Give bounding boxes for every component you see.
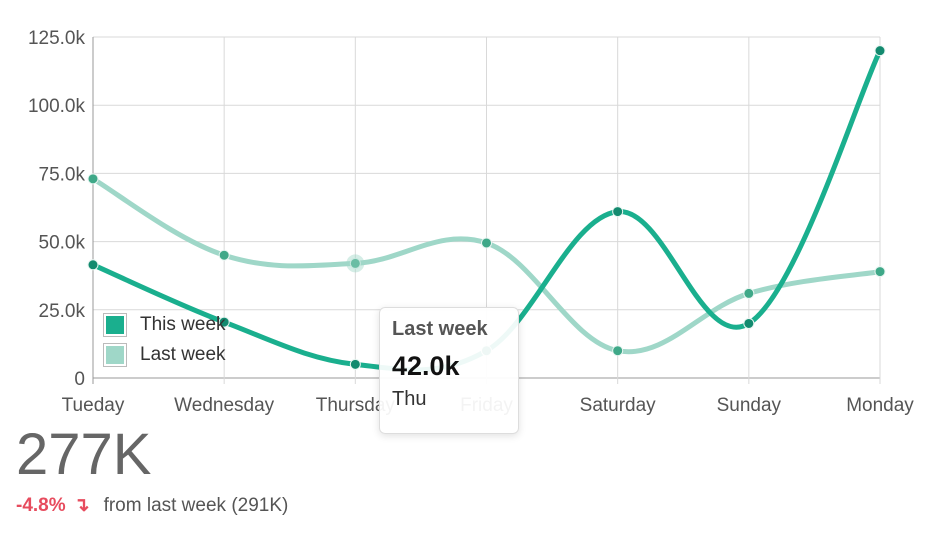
data-point [612, 206, 624, 218]
legend: This week Last week [103, 310, 226, 370]
data-point [218, 316, 230, 328]
y-tick-label: 100.0k [28, 96, 86, 117]
data-point [481, 237, 492, 249]
x-tick-label: Monday [846, 395, 914, 416]
data-point [743, 317, 755, 329]
series-line-this-week [90, 48, 883, 373]
x-axis: TuedayWednesdayThursdayFridaySaturdaySun… [62, 395, 915, 416]
data-point [874, 45, 886, 57]
change-line: -4.8% ↴ from last week (291K) [16, 494, 288, 517]
data-point [87, 259, 99, 271]
total-value: 277K [16, 422, 152, 487]
x-tick-label: Wednesday [174, 395, 274, 416]
legend-swatch-this-week [103, 313, 127, 337]
x-tick-label: Saturday [580, 395, 657, 416]
legend-label-last-week: Last week [140, 344, 226, 365]
data-point [87, 173, 99, 185]
grid [92, 36, 881, 384]
x-tick-label: Tueday [62, 395, 125, 416]
hover-highlight [346, 254, 365, 273]
legend-item-last-week[interactable]: Last week [103, 340, 226, 370]
y-tick-label: 125.0k [28, 28, 86, 49]
data-point [349, 358, 361, 370]
y-axis: 0 25.0k 50.0k 75.0k 100.0k 125.0k [28, 28, 86, 390]
x-tick-label: Thursday [316, 395, 396, 416]
data-point [218, 249, 230, 261]
y-tick-label: 75.0k [39, 164, 86, 185]
data-point [349, 257, 361, 269]
data-point [612, 345, 624, 357]
tooltip-category: Thu [392, 388, 427, 410]
comparison-text: from last week (291K) [103, 494, 289, 516]
y-tick-label: 0 [74, 369, 85, 390]
data-point [874, 266, 886, 278]
data-point [743, 287, 755, 299]
legend-swatch-last-week [103, 343, 127, 367]
down-arrow-icon: ↴ [73, 495, 90, 516]
chart-tooltip: Last week 42.0k Thu [379, 307, 519, 434]
legend-label-this-week: This week [140, 314, 226, 335]
y-tick-label: 50.0k [39, 233, 86, 254]
x-tick-label: Sunday [717, 395, 782, 416]
series-points [87, 45, 886, 370]
legend-item-this-week[interactable]: This week [103, 310, 226, 340]
tooltip-series: Last week [392, 318, 488, 340]
y-tick-label: 25.0k [39, 301, 86, 322]
tooltip-value: 42.0k [392, 351, 460, 381]
delta-percent: -4.8% [16, 494, 66, 516]
